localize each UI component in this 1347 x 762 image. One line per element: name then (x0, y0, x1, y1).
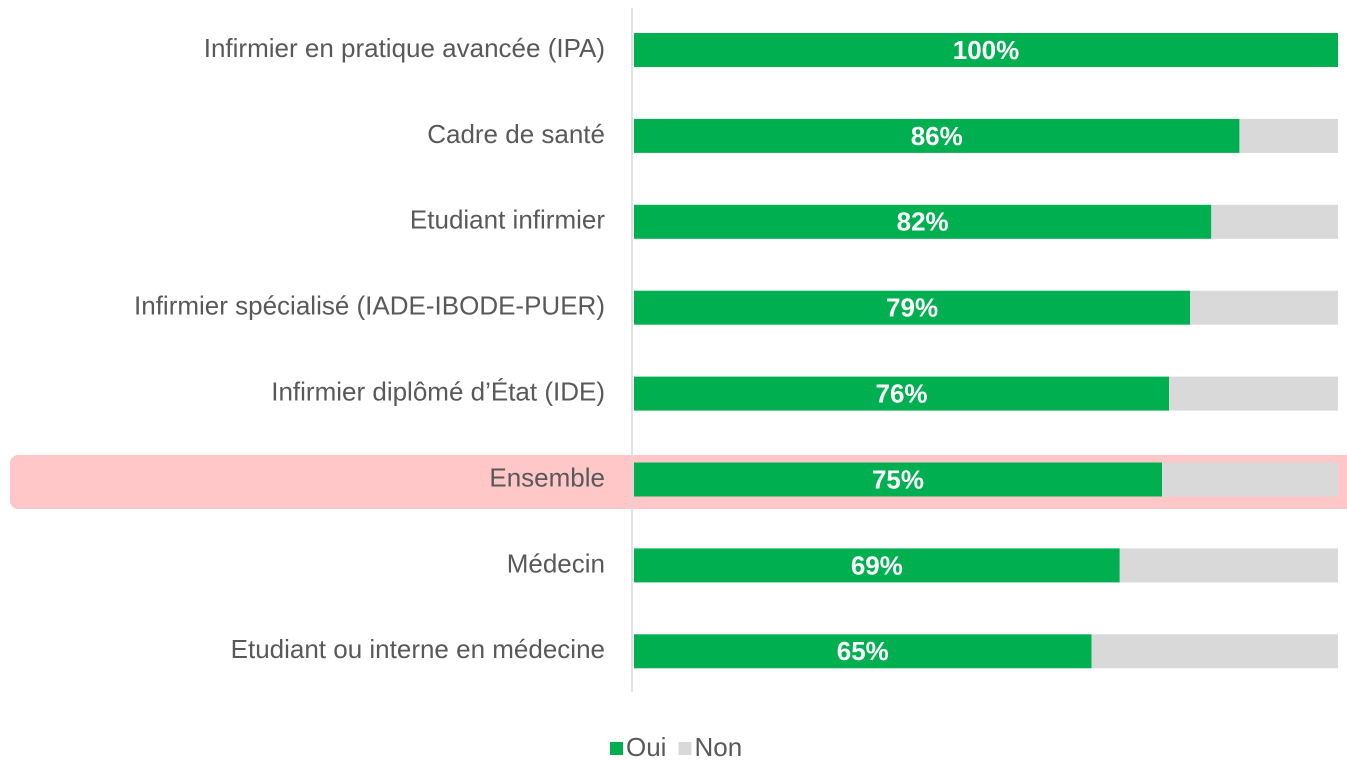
legend-label: Oui (626, 732, 666, 762)
bar-segment (634, 204, 1212, 239)
bar-segment (634, 33, 1338, 67)
category-label: Ensemble (489, 462, 605, 492)
bar-segment (1119, 548, 1338, 583)
category-label: Infirmier diplômé d’État (IDE) (271, 376, 605, 406)
category-label: Médecin (507, 548, 605, 578)
category-label: Infirmier spécialisé (IADE-IBODE-PUER) (134, 291, 605, 321)
value-label: 65% (837, 636, 889, 666)
value-label: 86% (911, 121, 963, 151)
bar-segment (634, 634, 1092, 669)
value-label: 82% (897, 207, 949, 237)
value-label: 75% (872, 464, 924, 494)
category-label: Cadre de santé (427, 119, 605, 149)
bar-segment (634, 290, 1191, 325)
bar-segment (1091, 634, 1338, 669)
value-label: 69% (851, 550, 903, 580)
bar-segment (634, 118, 1240, 153)
category-label: Infirmier en pratique avancée (IPA) (204, 33, 605, 63)
bar-segment (1169, 376, 1338, 411)
value-label: 79% (886, 293, 938, 323)
category-label: Etudiant infirmier (410, 205, 605, 235)
bar-segment (1211, 204, 1338, 239)
legend-label: Non (694, 732, 742, 762)
category-label: Etudiant ou interne en médecine (231, 634, 605, 664)
bar-segment (1239, 118, 1338, 153)
bar-segment (634, 548, 1120, 583)
bar-segment (634, 376, 1170, 411)
bar-segment (1162, 462, 1338, 497)
legend-swatch (610, 742, 623, 755)
value-label: 100% (953, 35, 1020, 65)
bar-segment (634, 462, 1162, 497)
bar-segment (1190, 290, 1338, 325)
legend-swatch (678, 742, 692, 755)
value-label: 76% (875, 378, 927, 408)
